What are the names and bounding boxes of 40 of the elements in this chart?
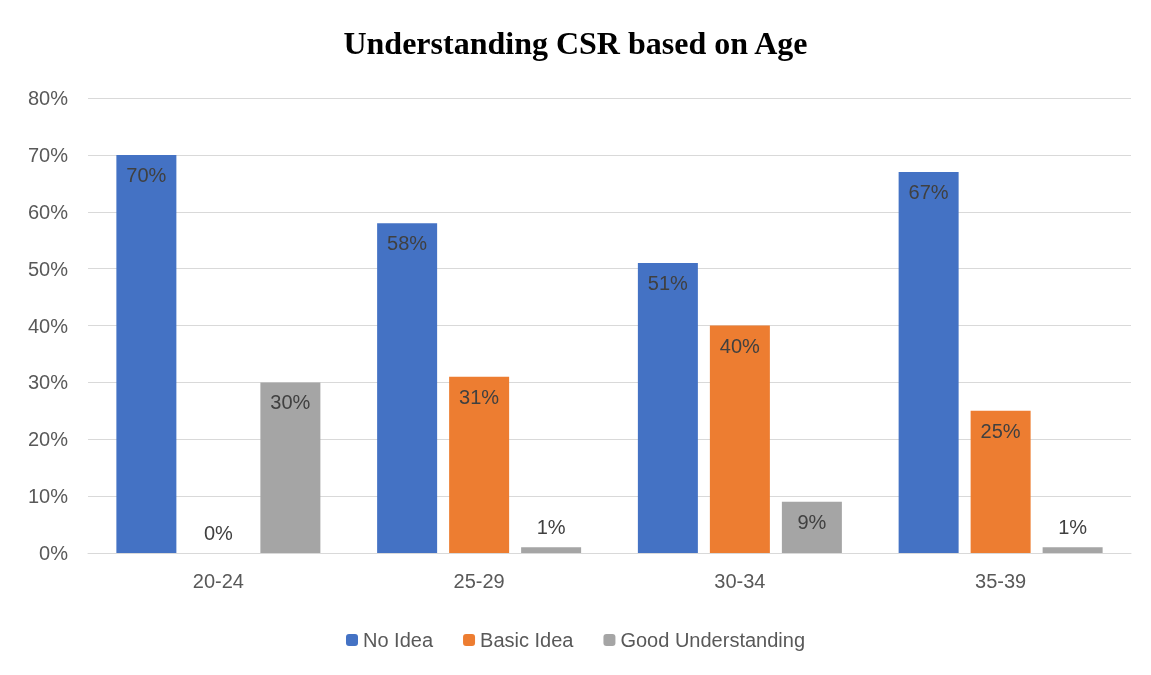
- bar: [377, 223, 438, 553]
- data-label: 1%: [1058, 516, 1088, 539]
- y-tick-label: 20%: [27, 428, 69, 451]
- legend-label: No Idea: [363, 629, 434, 651]
- bar: [970, 410, 1031, 553]
- data-label: 30%: [270, 391, 311, 414]
- data-label: 25%: [980, 419, 1021, 442]
- data-label: 40%: [719, 334, 761, 357]
- data-label: 0%: [203, 522, 234, 544]
- y-tick-label: 10%: [27, 485, 69, 508]
- chart-title: Understanding CSR based on Age: [343, 25, 808, 61]
- bar: [781, 501, 842, 553]
- bar: [898, 171, 959, 553]
- data-label: 58%: [387, 232, 428, 255]
- y-tick-label: 70%: [27, 143, 69, 166]
- data-label: 51%: [647, 271, 689, 294]
- data-label: 70%: [126, 163, 167, 186]
- y-tick-label: 80%: [27, 87, 69, 109]
- y-tick-label: 0%: [39, 542, 69, 564]
- y-tick-label: 50%: [27, 257, 69, 280]
- y-tick-label: 60%: [27, 200, 69, 223]
- bar: [709, 325, 770, 553]
- bar: [637, 262, 698, 553]
- x-tick-label: 30-34: [714, 570, 766, 592]
- y-tick-label: 30%: [27, 371, 69, 394]
- bar: [521, 547, 582, 553]
- x-tick-label: 35-39: [975, 570, 1027, 592]
- bar: [260, 382, 321, 553]
- bar: [1042, 547, 1103, 553]
- x-tick-label: 25-29: [453, 570, 505, 592]
- bar: [449, 376, 510, 553]
- x-tick-label: 20-24: [192, 570, 244, 592]
- data-label: 67%: [908, 180, 949, 203]
- legend-label: Basic Idea: [480, 629, 575, 651]
- data-label: 9%: [797, 510, 827, 533]
- legend-label: Good Understanding: [620, 629, 806, 651]
- bar: [116, 154, 177, 553]
- data-label: 1%: [536, 516, 566, 539]
- data-label: 31%: [459, 385, 500, 408]
- y-tick-label: 40%: [27, 314, 69, 337]
